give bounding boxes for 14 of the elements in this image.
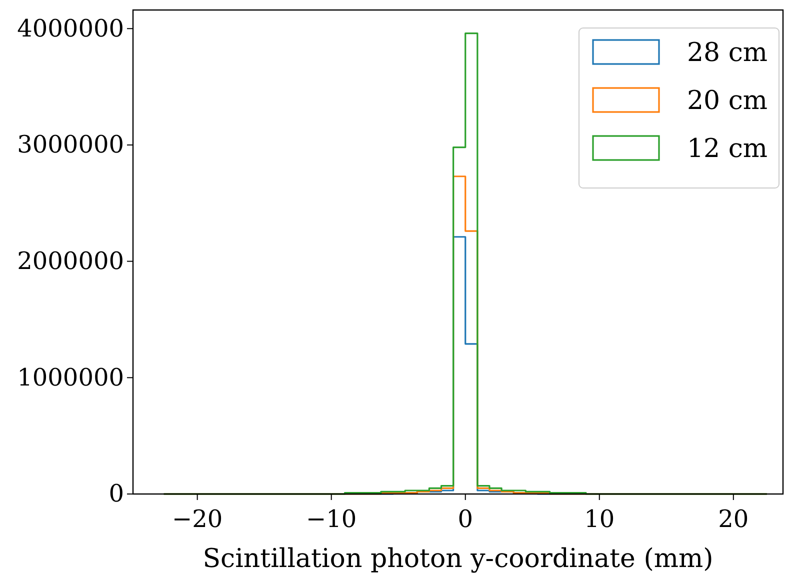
x-tick-label: 20 <box>718 505 749 533</box>
x-tick-label: −20 <box>172 505 223 533</box>
y-tick-label: 0 <box>108 480 124 508</box>
x-tick-label: 0 <box>458 505 474 533</box>
x-axis-title: Scintillation photon y-coordinate (mm) <box>202 544 714 574</box>
y-tick-label: 1000000 <box>17 363 124 392</box>
y-tick-label: 2000000 <box>17 246 124 275</box>
y-tick-label: 3000000 <box>17 130 124 159</box>
y-tick-label: 4000000 <box>17 14 124 42</box>
x-tick-label: 10 <box>584 505 615 533</box>
legend-label: 20 cm <box>687 86 768 116</box>
x-tick-label: −10 <box>306 505 357 533</box>
legend-label: 28 cm <box>687 38 768 68</box>
legend-label: 12 cm <box>687 134 768 164</box>
